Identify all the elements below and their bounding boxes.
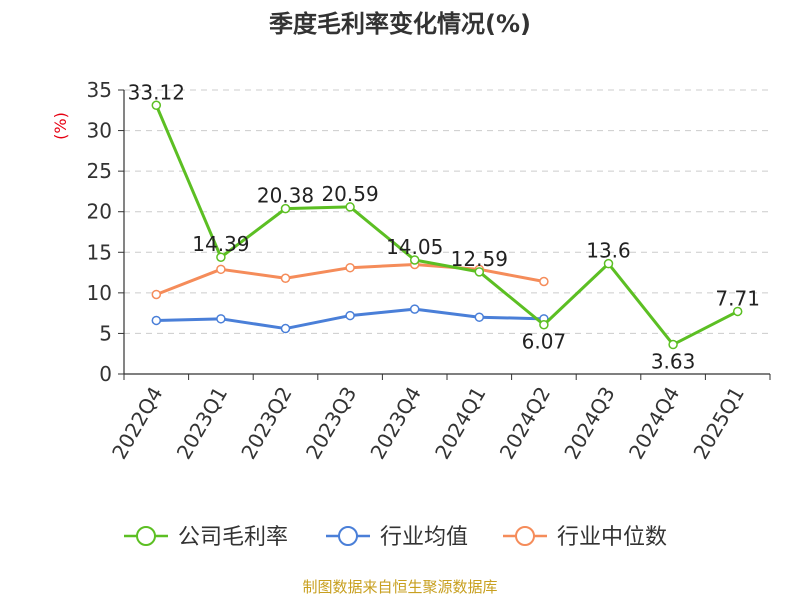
y-tick-label-30: 30: [87, 119, 112, 143]
legend-marker-0[interactable]: [136, 526, 156, 546]
gridlines: [124, 89, 770, 334]
x-tick-label-2024Q2: 2024Q2: [495, 383, 555, 464]
data-label-4: 14.05: [386, 235, 443, 259]
data-label-9: 7.71: [715, 286, 760, 310]
x-tick-label-2022Q4: 2022Q4: [107, 383, 167, 464]
y-tick-label-35: 35: [87, 78, 112, 102]
x-tick-label-2023Q2: 2023Q2: [236, 383, 296, 464]
x-tick-label-2023Q4: 2023Q4: [365, 383, 425, 464]
legend[interactable]: 公司毛利率 行业均值 行业中位数: [124, 525, 667, 550]
data-point-0-3[interactable]: [345, 202, 355, 212]
data-source-note: 制图数据来自恒生聚源数据库: [302, 578, 497, 596]
chart-title: 季度毛利率变化情况(%): [269, 10, 531, 38]
y-tick-label-20: 20: [87, 200, 112, 224]
data-label-6: 6.07: [522, 330, 567, 354]
data-point-2-6[interactable]: [539, 276, 549, 287]
legend-marker-1[interactable]: [338, 526, 358, 546]
series-layer: 33.12 14.39 20.38 20.59 14.05 12.59 6.07 13.6 3.…: [128, 80, 760, 373]
legend-marker-2[interactable]: [515, 526, 535, 546]
data-point-0-5[interactable]: [474, 267, 485, 277]
data-point-1-1[interactable]: [216, 314, 226, 324]
data-label-5: 12.59: [451, 247, 508, 271]
data-point-0-0[interactable]: [151, 100, 162, 111]
y-tick-label-0: 0: [99, 362, 112, 386]
data-point-2-0[interactable]: [151, 289, 162, 300]
series-line-0: [154, 104, 739, 347]
data-point-1-3[interactable]: [345, 310, 355, 321]
data-point-1-5[interactable]: [474, 312, 485, 322]
data-label-8: 3.63: [651, 350, 696, 374]
y-tick-label-15: 15: [87, 240, 112, 264]
x-tick-label-2024Q1: 2024Q1: [430, 383, 490, 464]
data-point-2-3[interactable]: [345, 262, 355, 273]
legend-label-2[interactable]: 行业中位数: [557, 525, 667, 550]
y-tick-label-25: 25: [87, 159, 112, 183]
data-point-0-7[interactable]: [603, 258, 614, 269]
data-point-2-2[interactable]: [280, 273, 291, 284]
data-label-3: 20.59: [321, 182, 378, 206]
y-tick-label-10: 10: [87, 281, 112, 305]
data-point-1-0[interactable]: [151, 315, 162, 326]
x-tick-label-2023Q3: 2023Q3: [301, 383, 361, 464]
data-point-0-6[interactable]: [539, 319, 549, 330]
x-tick-label-2023Q1: 2023Q1: [172, 383, 232, 464]
x-tick-label-2025Q1: 2025Q1: [688, 383, 748, 464]
data-point-1-2[interactable]: [280, 323, 291, 334]
y-tick-label-5: 5: [99, 321, 112, 345]
legend-label-1[interactable]: 行业均值: [380, 525, 468, 550]
data-label-0: 33.12: [128, 80, 185, 104]
data-point-0-4[interactable]: [409, 255, 420, 265]
data-point-0-9[interactable]: [732, 306, 743, 317]
data-label-7: 13.6: [586, 239, 631, 263]
data-label-2: 20.38: [257, 184, 314, 208]
data-point-1-4[interactable]: [409, 304, 420, 314]
data-point-2-1[interactable]: [216, 264, 226, 275]
data-label-1: 14.39: [192, 232, 249, 256]
x-tick-label-2024Q4: 2024Q4: [624, 383, 684, 464]
y-axis-label: (%): [51, 112, 70, 140]
legend-label-0[interactable]: 公司毛利率: [178, 525, 288, 550]
data-point-0-8[interactable]: [668, 339, 678, 350]
data-point-0-1[interactable]: [216, 252, 226, 262]
data-point-0-2[interactable]: [280, 203, 291, 214]
x-tick-label-2024Q3: 2024Q3: [559, 383, 619, 464]
